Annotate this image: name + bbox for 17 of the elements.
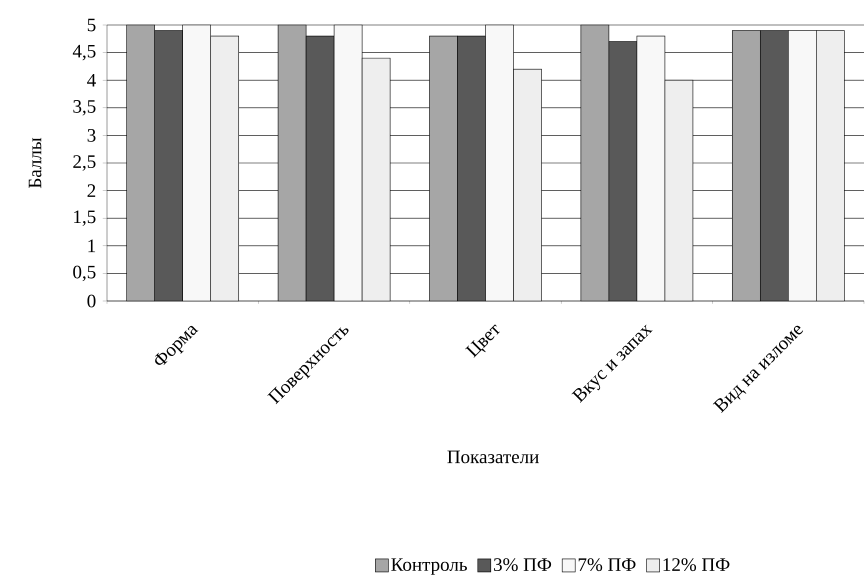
- legend-label: 7% ПФ: [578, 558, 636, 572]
- y-tick-label: 1: [88, 240, 96, 252]
- y-tick-label: 3: [88, 129, 96, 142]
- legend-label: Контроль: [391, 558, 467, 575]
- y-tick-label: 2: [88, 184, 96, 197]
- y-tick-label: 3,5: [73, 100, 96, 116]
- x-axis-title: Показатели: [447, 450, 539, 464]
- legend-label: 3% ПФ: [494, 558, 552, 572]
- legend-label: 12% ПФ: [664, 558, 730, 572]
- y-tick-label: 0: [87, 294, 96, 308]
- y-tick-label: 2,5: [73, 155, 96, 171]
- y-tick-label: 0,5: [73, 266, 96, 282]
- y-axis-title: Баллы: [28, 138, 42, 188]
- y-tick-label: 5: [88, 18, 96, 32]
- y-tick-label: 1,5: [74, 210, 96, 226]
- y-tick-label: 4,5: [72, 44, 96, 60]
- y-tick-label: 4: [87, 74, 96, 86]
